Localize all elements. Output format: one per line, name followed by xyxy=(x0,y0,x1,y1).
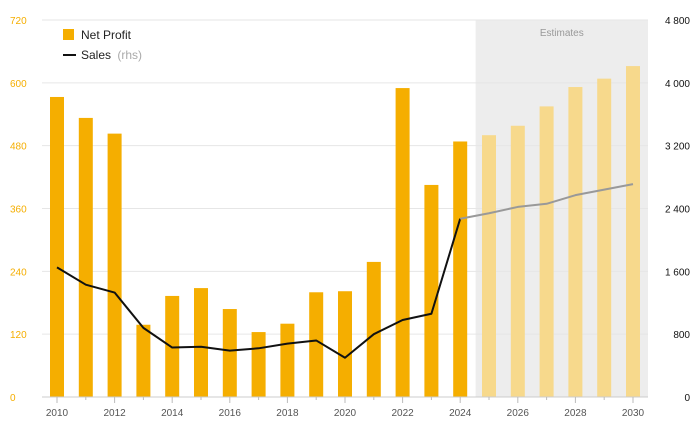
estimates-label: Estimates xyxy=(540,28,584,39)
legend-net-profit-swatch xyxy=(63,29,74,40)
net-profit-bar xyxy=(222,309,237,397)
net-profit-bar xyxy=(280,323,295,397)
right-axis: 0 800 1 600 2 400 3 200 4 000 4 800 xyxy=(665,16,690,404)
sales-line xyxy=(56,218,462,359)
right-tick-label: 3 200 xyxy=(665,142,690,153)
x-axis: 2010 2012 2014 2016 2018 2020 2022 2024 2026 2028… xyxy=(42,396,648,419)
net-profit-bar xyxy=(309,292,324,397)
left-tick-label: 360 xyxy=(10,205,27,216)
right-tick-label: 4 800 xyxy=(665,16,690,27)
sales-line-estimate xyxy=(460,183,634,220)
net-profit-bar xyxy=(626,66,640,398)
x-tick-label: 2030 xyxy=(622,408,645,419)
net-profit-bar xyxy=(597,78,612,398)
x-tick-label: 2026 xyxy=(507,408,530,419)
x-tick-label: 2018 xyxy=(276,408,299,419)
net-profit-bars xyxy=(50,66,640,398)
right-tick-label: 4 000 xyxy=(665,79,690,90)
left-tick-label: 600 xyxy=(10,79,27,90)
net-profit-bar xyxy=(539,106,554,397)
net-profit-bar xyxy=(107,133,122,398)
x-tick-label: 2020 xyxy=(334,408,357,419)
net-profit-bar xyxy=(50,96,64,398)
left-axis: 0 120 240 360 480 600 720 xyxy=(10,16,27,404)
left-tick-label: 240 xyxy=(10,267,27,278)
sales-line-group xyxy=(56,183,634,359)
right-tick-label: 2 400 xyxy=(665,205,690,216)
right-tick-label: 800 xyxy=(673,330,690,341)
net-profit-bar xyxy=(136,324,151,397)
x-tick-label: 2024 xyxy=(449,408,472,419)
left-tick-label: 120 xyxy=(10,330,27,341)
x-tick-label: 2028 xyxy=(564,408,587,419)
net-profit-bar xyxy=(424,184,439,397)
left-tick-label: 0 xyxy=(10,393,16,404)
right-tick-label: 1 600 xyxy=(665,267,690,278)
net-profit-bar xyxy=(453,141,468,397)
net-profit-bar xyxy=(251,332,266,397)
x-tick-label: 2022 xyxy=(391,408,414,419)
net-profit-bar xyxy=(510,125,525,398)
net-profit-bar xyxy=(366,261,381,397)
x-tick-label: 2016 xyxy=(219,408,242,419)
net-profit-bar xyxy=(482,135,496,397)
x-tick-label: 2010 xyxy=(46,408,69,419)
legend-sales-label: Sales (rhs) xyxy=(81,48,142,62)
left-tick-label: 720 xyxy=(10,16,27,27)
x-tick-label: 2012 xyxy=(103,408,126,419)
net-profit-bar xyxy=(194,288,208,397)
net-profit-bar xyxy=(338,291,352,397)
x-tick-label: 2014 xyxy=(161,408,184,419)
net-profit-bar xyxy=(568,87,583,398)
legend: Net Profit Sales (rhs) xyxy=(63,28,142,62)
legend-sales-suffix: (rhs) xyxy=(117,48,142,62)
net-profit-bar xyxy=(78,117,93,397)
legend-net-profit-label: Net Profit xyxy=(81,28,132,42)
left-tick-label: 480 xyxy=(10,142,27,153)
net-profit-bar xyxy=(395,88,410,397)
right-tick-label: 0 xyxy=(684,393,690,404)
legend-sales-name: Sales xyxy=(81,48,111,62)
